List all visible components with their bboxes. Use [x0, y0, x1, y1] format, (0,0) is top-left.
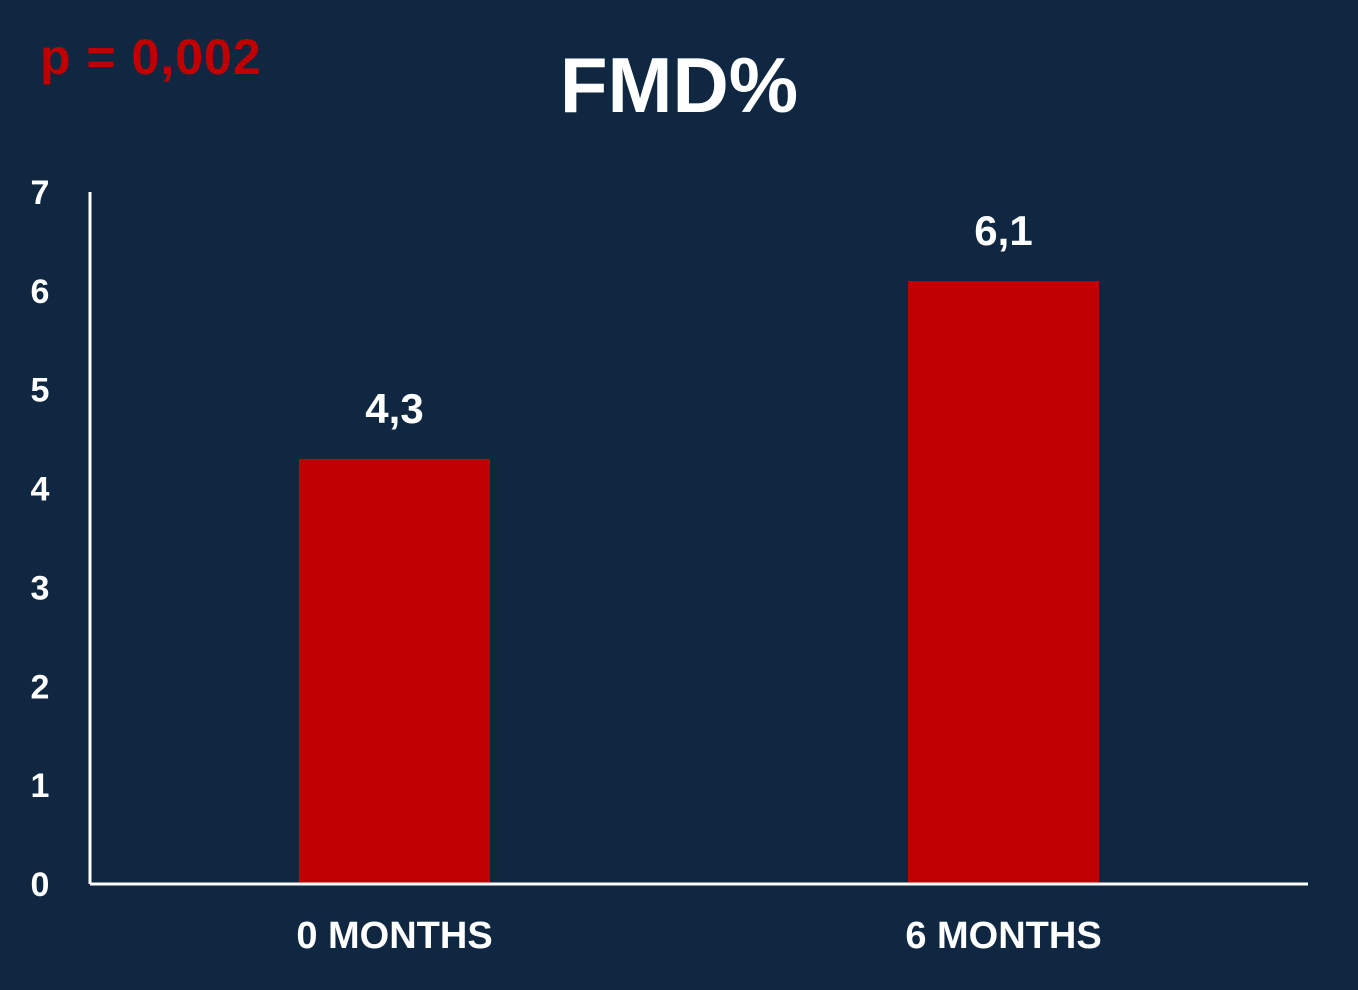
x-tick-label: 0 MONTHS	[296, 915, 492, 957]
chart-title: FMD%	[559, 41, 799, 129]
y-tick-label: 4	[31, 471, 50, 509]
x-tick-label: 6 MONTHS	[905, 915, 1101, 957]
y-tick-label: 2	[31, 668, 50, 706]
y-tick-label: 0	[31, 866, 50, 904]
y-tick-label: 5	[31, 372, 50, 410]
y-tick-label: 1	[31, 767, 50, 805]
bar-value-label: 6,1	[974, 207, 1032, 254]
p-value-annotation: p = 0,002	[40, 29, 262, 85]
bar	[299, 458, 490, 884]
y-tick-label: 7	[31, 174, 50, 212]
bar	[908, 280, 1099, 884]
y-tick-label: 6	[31, 273, 50, 311]
bar-value-label: 4,3	[365, 385, 423, 432]
y-tick-label: 3	[31, 569, 50, 607]
